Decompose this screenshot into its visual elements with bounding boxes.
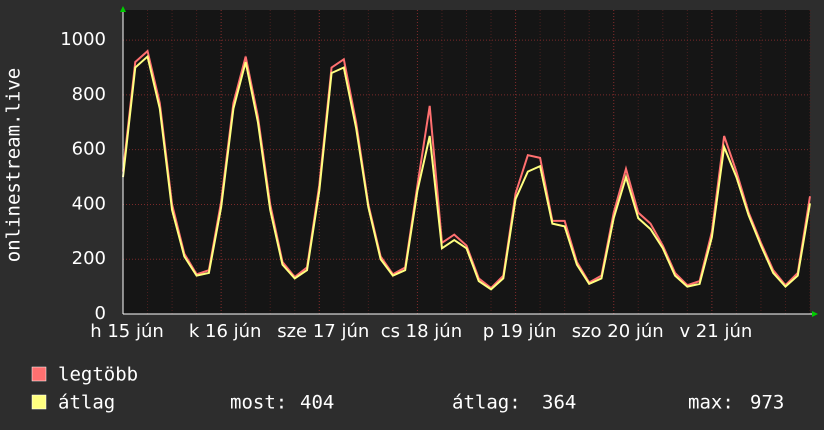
- y-tick-label: 400: [72, 193, 106, 214]
- legend-swatch: [31, 366, 47, 382]
- x-tick-label: cs 18 jún: [381, 321, 462, 342]
- lines: [122, 49, 811, 291]
- x-tick-label: p 19 jún: [483, 321, 557, 342]
- x-arrow: [812, 311, 818, 317]
- stat-label: max:: [688, 392, 734, 414]
- legend-label: legtöbb: [58, 364, 138, 386]
- series-line: [122, 54, 811, 291]
- stat-value: 364: [542, 392, 576, 414]
- legend-swatch: [31, 394, 47, 410]
- y-tick-label: 0: [95, 303, 106, 324]
- y-tick-label: 1000: [60, 29, 106, 50]
- stat-value: 973: [750, 392, 784, 414]
- stat-value: 404: [300, 392, 334, 414]
- x-tick-label: k 16 jún: [189, 321, 262, 342]
- x-tick-label: h 15 jún: [90, 321, 164, 342]
- stat-label: most:: [230, 392, 287, 414]
- x-tick-label: v 21 jún: [679, 321, 752, 342]
- y-axis-label: onlinestream.live: [3, 68, 25, 262]
- series-line: [122, 49, 811, 290]
- y-arrow: [120, 6, 126, 12]
- stat-label: átlag:: [452, 392, 521, 414]
- y-tick-label: 200: [72, 248, 106, 269]
- x-tick-label: sze 17 jún: [277, 321, 369, 342]
- legend-label: átlag: [58, 392, 115, 414]
- y-tick-label: 800: [72, 84, 106, 105]
- legend: legtöbb átlag most: 404 átlag: 364 max: 973: [31, 364, 784, 414]
- y-tick-label: 600: [72, 139, 106, 160]
- plot-area: [123, 10, 810, 314]
- x-tick-label: szo 20 jún: [572, 321, 664, 342]
